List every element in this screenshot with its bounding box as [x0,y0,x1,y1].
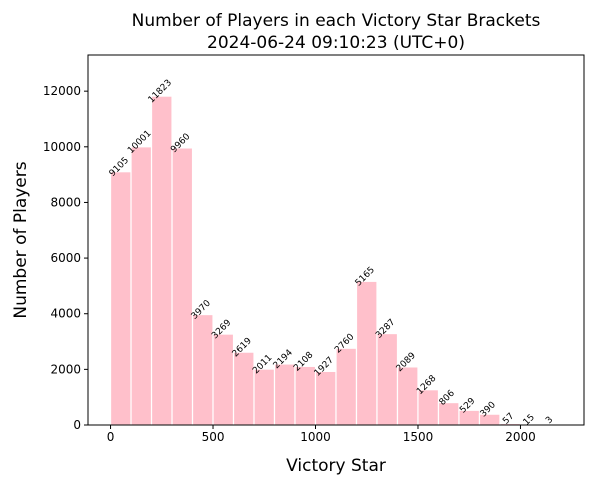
x-axis-label: Victory Star [286,456,386,476]
y-tick-label: 8000 [50,195,81,209]
bar [130,146,153,426]
chart-subtitle: 2024-06-24 09:10:23 (UTC+0) [207,33,465,53]
bar [396,366,419,426]
bar [273,363,296,426]
y-tick-label: 0 [73,418,81,432]
bar [171,147,194,426]
y-tick-label: 6000 [50,251,81,265]
bar [150,95,173,426]
bar [109,171,132,426]
bar [355,280,378,426]
x-tick-label: 0 [107,430,115,444]
x-tick-label: 2000 [505,430,536,444]
chart-title: Number of Players in each Victory Star B… [132,11,541,31]
bar [294,365,317,426]
bar [376,332,399,426]
bar [253,368,276,426]
bar [314,370,337,426]
bar [232,351,255,426]
y-tick-label: 12000 [43,84,81,98]
bar [191,313,214,426]
bar [212,333,235,426]
bar [335,347,358,426]
x-tick-label: 500 [202,430,225,444]
y-tick-label: 4000 [50,307,81,321]
y-axis-label: Number of Players [11,161,31,318]
y-tick-label: 10000 [43,140,81,154]
x-tick-label: 1500 [403,430,434,444]
x-tick-label: 1000 [300,430,331,444]
data-label: 3 [544,415,555,426]
plot-frame [87,54,585,426]
y-tick-label: 2000 [50,362,81,376]
